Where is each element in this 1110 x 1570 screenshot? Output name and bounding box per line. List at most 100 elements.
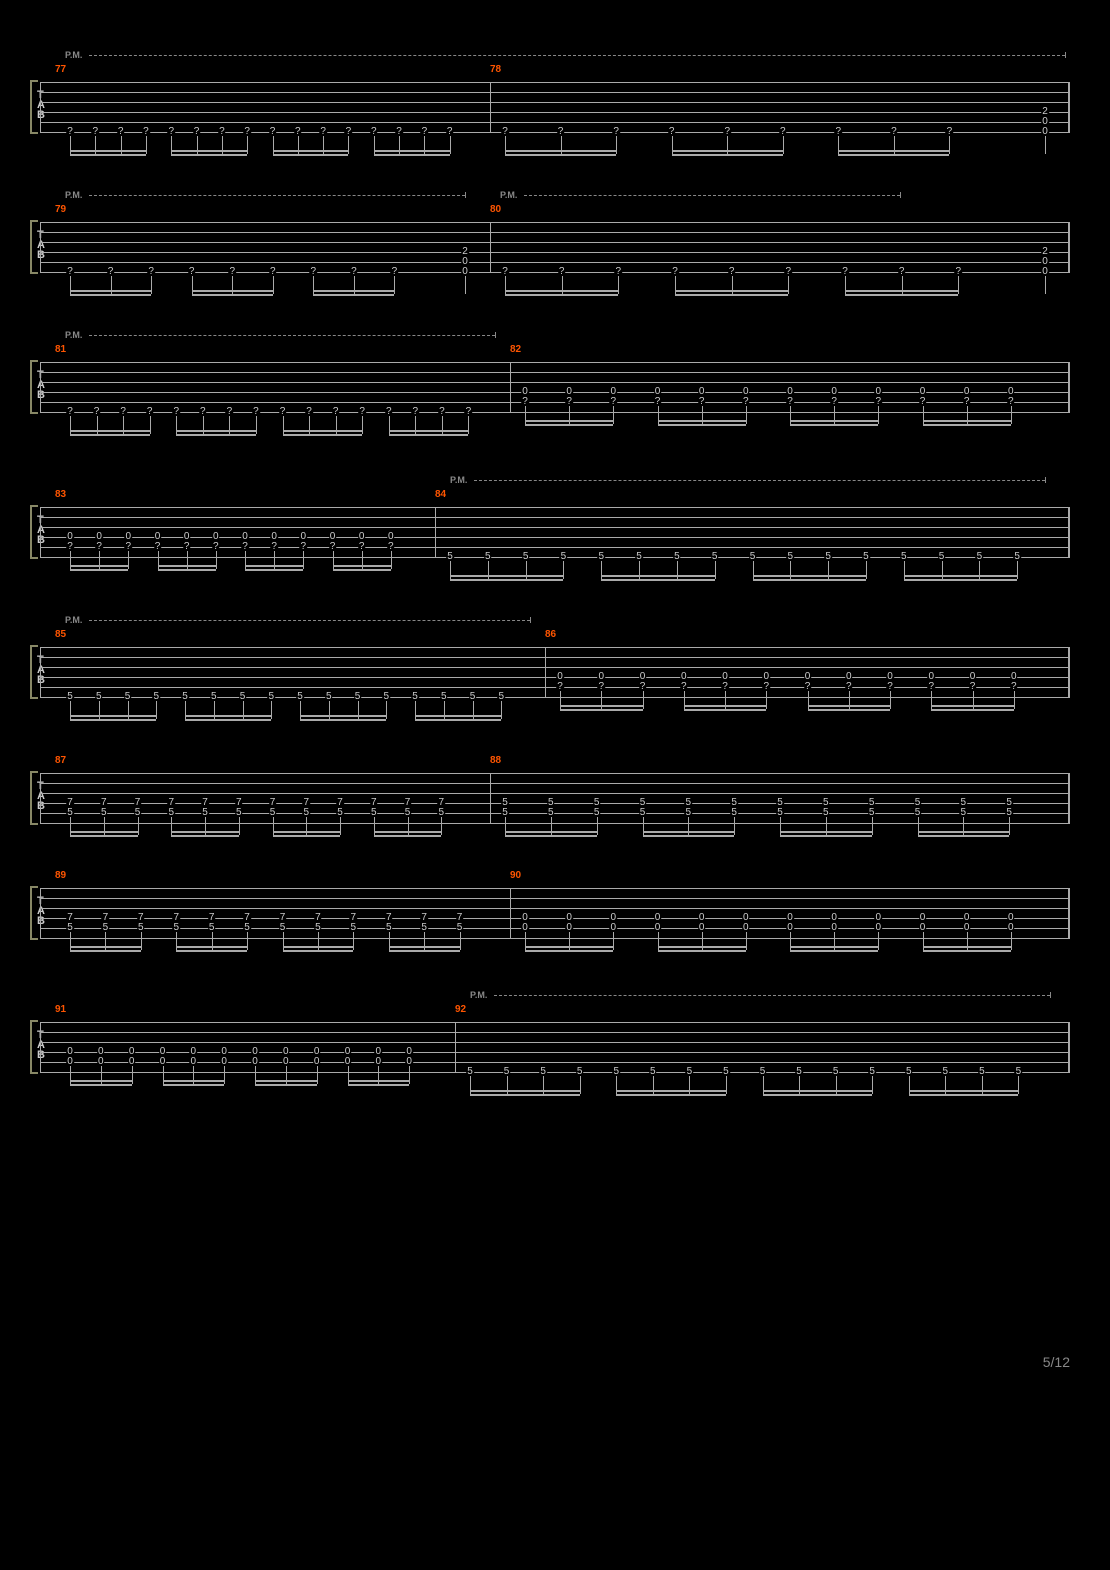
fret-number: ?: [615, 268, 623, 276]
fret-number: ?: [654, 398, 662, 406]
fret-number: 5: [576, 1068, 584, 1076]
fret-number: ?: [385, 408, 393, 416]
fret-number: 0: [804, 673, 812, 681]
fret-number: ?: [465, 408, 473, 416]
tab-system: 8990TAB757575757575757575757575000000000…: [40, 870, 1070, 1000]
fret-number: 0: [742, 914, 750, 922]
fret-number: ?: [501, 268, 509, 276]
fret-number: 2: [1041, 248, 1049, 256]
fret-number: ?: [93, 408, 101, 416]
fret-number: ?: [890, 128, 898, 136]
fret-number: 5: [960, 809, 968, 817]
measure-number: 91: [55, 1004, 66, 1015]
fret-number: 0: [597, 673, 605, 681]
fret-number: 7: [302, 799, 310, 807]
fret-number: 0: [344, 1048, 352, 1056]
tab-system: P.M.8586TAB55555555555555550?0?0?0?0?0?0…: [40, 615, 1070, 745]
fret-number: ?: [212, 543, 220, 551]
fret-number: 5: [134, 809, 142, 817]
fret-number: ?: [886, 683, 894, 691]
fret-number: 0: [220, 1058, 228, 1066]
fret-number: ?: [66, 268, 74, 276]
fret-number: 0: [190, 1058, 198, 1066]
fret-number: 7: [201, 799, 209, 807]
fret-number: ?: [779, 128, 787, 136]
fret-number: 2: [1041, 108, 1049, 116]
fret-number: 0: [128, 1058, 136, 1066]
fret-number: ?: [835, 128, 843, 136]
fret-number: ?: [146, 408, 154, 416]
fret-number: 0: [875, 914, 883, 922]
measure-number: 92: [455, 1004, 466, 1015]
fret-number: 0: [698, 924, 706, 932]
fret-number: 0: [610, 914, 618, 922]
fret-number: 0: [128, 1048, 136, 1056]
fret-number: 0: [1007, 914, 1015, 922]
fret-number: ?: [241, 543, 249, 551]
fret-number: 0: [251, 1058, 259, 1066]
fret-number: ?: [927, 683, 935, 691]
fret-number: 5: [102, 924, 110, 932]
fret-number: 5: [382, 693, 390, 701]
fret-number: ?: [294, 128, 302, 136]
fret-number: 5: [497, 693, 505, 701]
fret-number: 0: [875, 924, 883, 932]
fret-number: 5: [978, 1068, 986, 1076]
fret-number: 5: [167, 809, 175, 817]
fret-number: ?: [310, 268, 318, 276]
measure-number: 77: [55, 64, 66, 75]
fret-number: 5: [314, 924, 322, 932]
fret-number: ?: [610, 398, 618, 406]
fret-number: 5: [279, 924, 287, 932]
fret-number: 0: [212, 533, 220, 541]
fret-number: 0: [830, 388, 838, 396]
fret-number: 7: [102, 914, 110, 922]
fret-number: 7: [314, 914, 322, 922]
tab-system: P.M.7778TAB?????????????????????????200: [40, 50, 1070, 180]
fret-number: 7: [66, 799, 74, 807]
fret-number: ?: [172, 408, 180, 416]
fret-number: 5: [822, 809, 830, 817]
fret-number: 5: [469, 693, 477, 701]
fret-number: ?: [728, 268, 736, 276]
fret-number: ?: [95, 543, 103, 551]
fret-number: 5: [437, 809, 445, 817]
palm-mute-label: P.M.: [65, 615, 82, 625]
fret-number: ?: [66, 128, 74, 136]
tab-system: P.M.8182TAB????????????????0?0?0?0?0?0?0…: [40, 330, 1070, 460]
measure-number: 83: [55, 489, 66, 500]
measure-number: 84: [435, 489, 446, 500]
fret-number: 0: [251, 1048, 259, 1056]
palm-mute-label: P.M.: [65, 330, 82, 340]
fret-number: ?: [252, 408, 260, 416]
fret-number: ?: [319, 128, 327, 136]
fret-number: 0: [313, 1058, 321, 1066]
fret-number: 0: [875, 388, 883, 396]
fret-number: 7: [279, 914, 287, 922]
fret-number: ?: [332, 408, 340, 416]
fret-number: 0: [786, 388, 794, 396]
fret-number: ?: [387, 543, 395, 551]
fret-number: 5: [208, 924, 216, 932]
fret-number: 0: [963, 924, 971, 932]
fret-number: 0: [845, 673, 853, 681]
fret-number: ?: [300, 543, 308, 551]
fret-number: 5: [210, 693, 218, 701]
fret-number: 0: [95, 533, 103, 541]
fret-number: ?: [269, 268, 277, 276]
fret-number: ?: [721, 683, 729, 691]
fret-number: 0: [1041, 268, 1049, 276]
fret-number: 0: [521, 388, 529, 396]
fret-number: 0: [405, 1048, 413, 1056]
fret-number: 5: [914, 809, 922, 817]
fret-number: ?: [830, 398, 838, 406]
fret-number: ?: [955, 268, 963, 276]
palm-mute-label: P.M.: [65, 190, 82, 200]
fret-number: 5: [66, 924, 74, 932]
fret-number: 5: [336, 809, 344, 817]
fret-number: 5: [404, 809, 412, 817]
fret-number: 7: [243, 914, 251, 922]
fret-number: 5: [749, 553, 757, 561]
fret-number: 5: [350, 924, 358, 932]
fret-number: 0: [159, 1048, 167, 1056]
